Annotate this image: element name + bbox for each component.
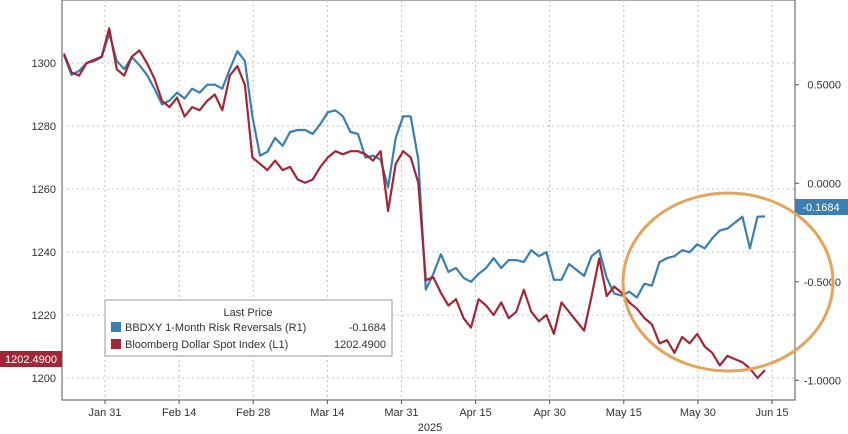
y-left-tick-label: 1220 — [32, 310, 56, 322]
y-left-tick-label: 1200 — [32, 373, 56, 385]
highlight-circle — [621, 191, 835, 373]
last-value-tag-right: -0.1684 — [795, 199, 848, 215]
y-right-tick-label: 0.0000 — [807, 178, 841, 190]
gridlines — [61, 0, 796, 401]
y-left-tick-label: 1260 — [32, 184, 56, 196]
x-tick-label: Feb 28 — [236, 407, 270, 419]
y-axis-left: 1200 1220 1240 1260 1280 1300 — [32, 58, 56, 385]
last-value-tag-left: 1202.4900 — [0, 351, 62, 367]
y-left-tick-label: 1300 — [32, 58, 56, 70]
legend-value-dollar-index: 1202.4900 — [334, 339, 386, 351]
plot-area — [62, 27, 766, 380]
x-tick-label: Mar 31 — [384, 407, 418, 419]
x-axis-year-label: 2025 — [418, 422, 442, 434]
legend-label-risk-reversals: BBDXY 1-Month Risk Reversals (R1) — [125, 322, 306, 334]
x-tick-label: Apr 15 — [459, 407, 491, 419]
x-tick-label: Feb 14 — [162, 407, 196, 419]
x-tick-label: May 15 — [606, 407, 642, 419]
legend-swatch-dollar-index — [111, 339, 121, 349]
series-line-risk-reversals — [62, 32, 766, 299]
x-axis: Jan 31 Feb 14 Feb 28 Mar 14 Mar 31 Apr 15 Apr … — [88, 400, 789, 419]
legend-swatch-risk-reversals — [111, 322, 121, 332]
last-value-tag-right-text: -0.1684 — [802, 202, 839, 214]
y-left-tick-label: 1280 — [32, 121, 56, 133]
legend-title: Last Price — [224, 307, 273, 319]
y-right-tick-label: -1.0000 — [804, 375, 841, 387]
x-tick-label: Jun 15 — [755, 407, 788, 419]
legend-box — [104, 299, 393, 357]
y-axis-right: 0.5000 0.0000 -0.5000 -1.0000 — [795, 80, 841, 387]
x-tick-label: Jan 31 — [88, 407, 121, 419]
x-tick-label: Mar 14 — [310, 407, 344, 419]
x-tick-label: Apr 30 — [533, 407, 565, 419]
legend-value-risk-reversals: -0.1684 — [349, 322, 386, 334]
legend: Last Price BBDXY 1-Month Risk Reversals … — [104, 299, 393, 357]
series-line-dollar-index — [62, 27, 766, 380]
y-left-tick-label: 1240 — [32, 247, 56, 259]
y-right-tick-label: -0.5000 — [804, 277, 841, 289]
legend-label-dollar-index: Bloomberg Dollar Spot Index (L1) — [125, 339, 288, 351]
x-tick-label: May 30 — [680, 407, 716, 419]
y-right-tick-label: 0.5000 — [807, 80, 841, 92]
last-value-tag-left-text: 1202.4900 — [5, 354, 57, 366]
